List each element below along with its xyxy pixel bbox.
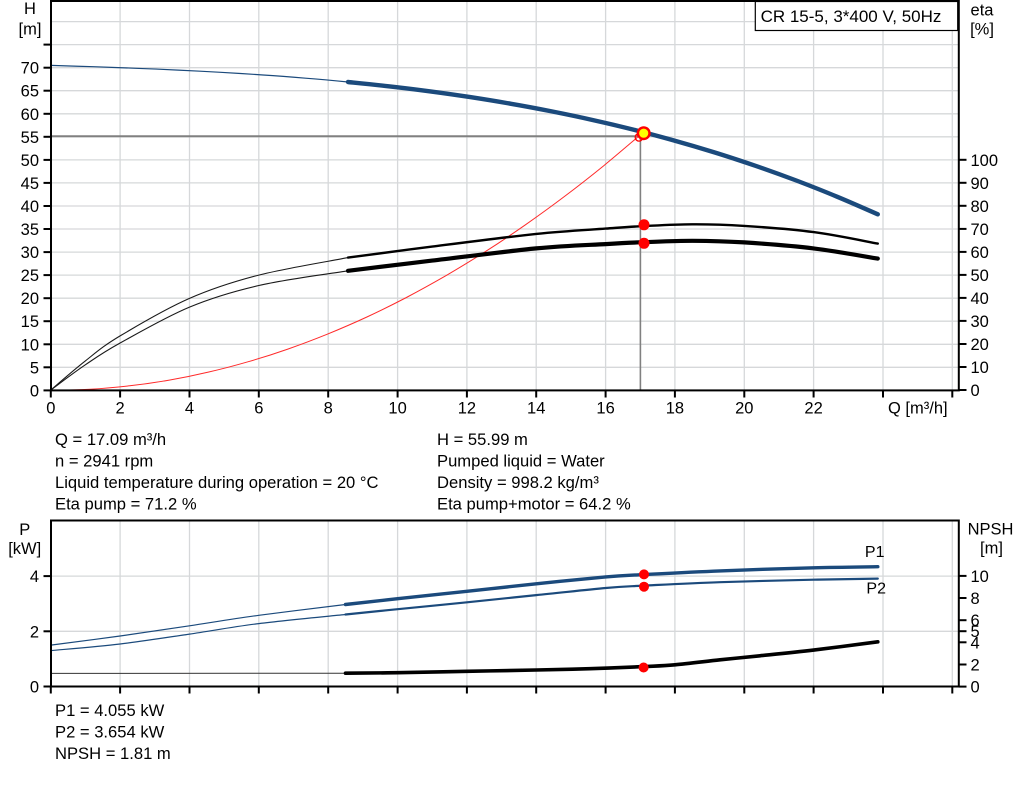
svg-text:0: 0 [46,399,55,417]
svg-text:Pumped liquid = Water: Pumped liquid = Water [437,452,605,471]
svg-text:NPSH: NPSH [968,521,1014,539]
svg-text:10: 10 [971,359,989,377]
svg-text:20: 20 [971,336,989,354]
svg-text:30: 30 [21,244,39,262]
svg-text:P1: P1 [865,544,885,561]
svg-text:40: 40 [971,290,989,308]
svg-text:n = 2941 rpm: n = 2941 rpm [55,452,153,471]
svg-text:0: 0 [30,679,39,697]
svg-text:15: 15 [21,313,39,331]
svg-text:8: 8 [971,590,980,608]
svg-text:10: 10 [21,336,39,354]
svg-text:0: 0 [971,382,980,400]
svg-text:50: 50 [971,267,989,285]
svg-text:20: 20 [735,399,753,417]
svg-text:22: 22 [804,399,822,417]
svg-text:70: 70 [21,60,39,78]
svg-text:4: 4 [30,568,39,586]
svg-text:[%]: [%] [970,20,994,38]
svg-text:65: 65 [21,83,39,101]
svg-text:100: 100 [971,152,999,170]
svg-text:60: 60 [971,244,989,262]
svg-text:P2 = 3.654 kW: P2 = 3.654 kW [55,722,165,741]
svg-text:P2: P2 [866,581,886,598]
svg-text:10: 10 [388,399,406,417]
svg-text:2: 2 [971,657,980,675]
svg-text:H: H [24,0,36,18]
svg-text:H = 55.99 m: H = 55.99 m [437,430,528,449]
svg-text:35: 35 [21,221,39,239]
svg-text:Q = 17.09 m³/h: Q = 17.09 m³/h [55,430,166,449]
svg-text:P: P [19,521,30,539]
svg-text:10: 10 [971,568,989,586]
svg-text:2: 2 [116,399,125,417]
svg-text:6: 6 [254,399,263,417]
svg-text:[m]: [m] [19,21,42,39]
svg-text:18: 18 [666,399,684,417]
svg-text:4: 4 [185,399,194,417]
svg-text:45: 45 [21,175,39,193]
svg-text:8: 8 [324,399,333,417]
svg-text:70: 70 [971,221,989,239]
svg-text:40: 40 [21,198,39,216]
svg-text:90: 90 [971,175,989,193]
svg-text:5: 5 [30,359,39,377]
svg-text:20: 20 [21,290,39,308]
svg-text:CR 15-5, 3*400 V, 50Hz: CR 15-5, 3*400 V, 50Hz [761,7,942,26]
svg-text:60: 60 [21,106,39,124]
svg-text:NPSH = 1.81 m: NPSH = 1.81 m [55,744,171,763]
svg-text:6: 6 [971,612,980,630]
svg-text:[kW]: [kW] [8,540,41,558]
svg-text:30: 30 [971,313,989,331]
svg-text:55: 55 [21,129,39,147]
svg-text:5: 5 [971,623,980,641]
svg-text:P1 = 4.055 kW: P1 = 4.055 kW [55,701,165,720]
svg-text:50: 50 [21,152,39,170]
svg-text:[m]: [m] [980,540,1003,558]
svg-text:25: 25 [21,267,39,285]
svg-text:80: 80 [971,198,989,216]
svg-text:14: 14 [527,399,545,417]
svg-text:2: 2 [30,623,39,641]
svg-text:0: 0 [30,382,39,400]
svg-text:0: 0 [971,679,980,697]
svg-text:Density = 998.2 kg/m³: Density = 998.2 kg/m³ [437,473,599,492]
svg-text:4: 4 [971,634,980,652]
svg-text:Eta pump = 71.2 %: Eta pump = 71.2 % [55,494,197,513]
svg-text:12: 12 [458,399,476,417]
svg-text:Liquid temperature during oper: Liquid temperature during operation = 20… [55,473,379,492]
svg-text:Q [m³/h]: Q [m³/h] [888,399,948,417]
svg-text:eta: eta [971,2,995,20]
svg-text:16: 16 [596,399,614,417]
svg-text:Eta pump+motor = 64.2 %: Eta pump+motor = 64.2 % [437,494,631,513]
